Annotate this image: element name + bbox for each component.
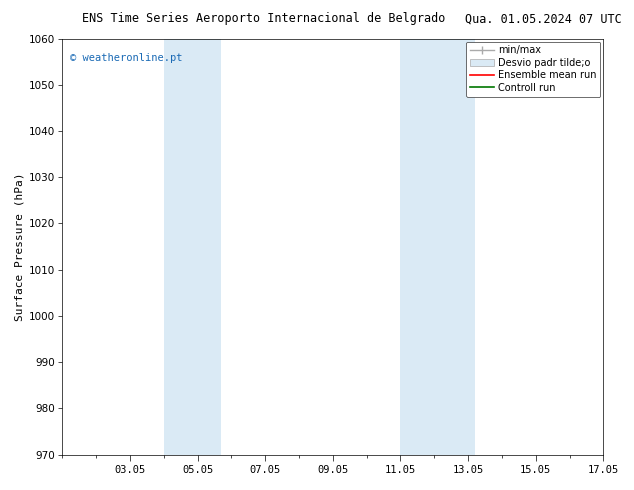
Bar (164, 39, 221, 455)
Y-axis label: Surface Pressure (hPa): Surface Pressure (hPa) (15, 172, 25, 321)
Text: ENS Time Series Aeroporto Internacional de Belgrado: ENS Time Series Aeroporto Internacional … (82, 12, 446, 25)
Text: © weatheronline.pt: © weatheronline.pt (70, 53, 183, 63)
Legend: min/max, Desvio padr tilde;o, Ensemble mean run, Controll run: min/max, Desvio padr tilde;o, Ensemble m… (466, 42, 600, 97)
Bar (401, 39, 424, 455)
Text: Qua. 01.05.2024 07 UTC: Qua. 01.05.2024 07 UTC (465, 12, 621, 25)
Bar (424, 39, 475, 455)
